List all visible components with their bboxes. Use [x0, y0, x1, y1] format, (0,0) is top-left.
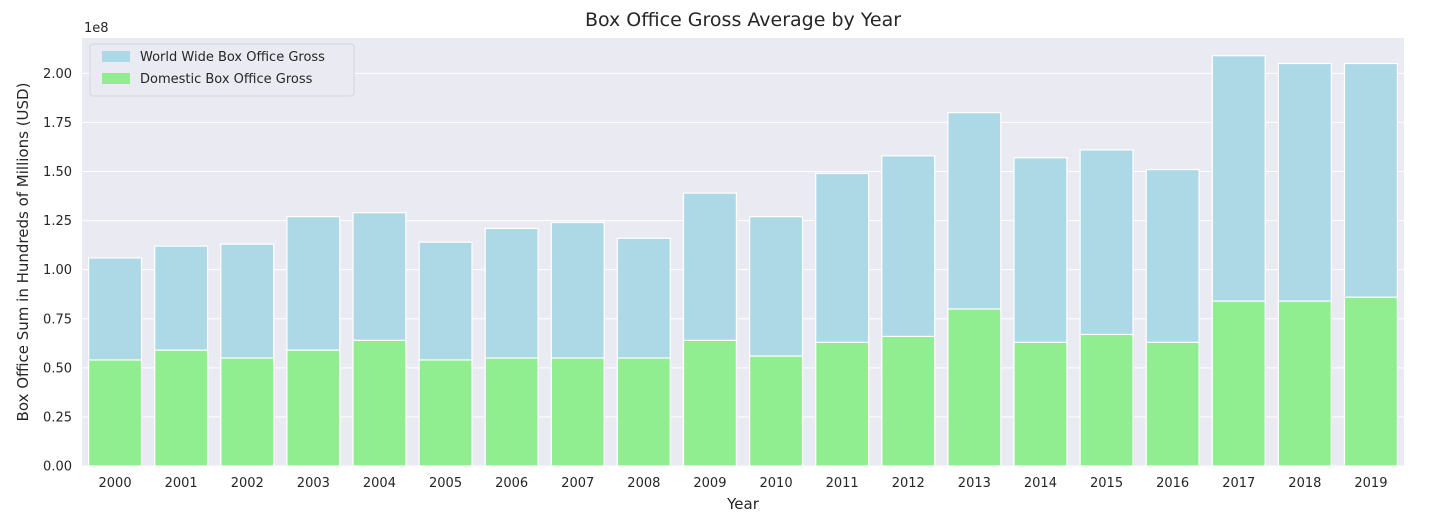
bar-domestic-2008	[616, 357, 671, 467]
bar-domestic-2016	[1145, 341, 1200, 467]
x-tick-label: 2009	[693, 476, 726, 491]
x-tick-label: 2016	[1156, 476, 1189, 491]
x-tick-label: 2006	[495, 476, 528, 491]
x-axis-label: Year	[726, 495, 760, 513]
bar-domestic-2012	[881, 335, 936, 467]
y-tick-label: 0.25	[43, 410, 72, 425]
bar-domestic-2007	[550, 357, 605, 467]
y-tick-label: 0.50	[43, 361, 72, 376]
bars	[88, 55, 1398, 467]
bar-domestic-2000	[88, 359, 143, 467]
x-tick-label: 2015	[1090, 476, 1123, 491]
x-tick-label: 2008	[627, 476, 660, 491]
legend-swatch-domestic	[102, 73, 130, 84]
y-tick-label: 1.50	[43, 165, 72, 180]
y-tick-label: 1.25	[43, 214, 72, 229]
bar-domestic-2019	[1343, 296, 1398, 467]
plot-area	[82, 38, 1404, 466]
x-tick-label: 2011	[826, 476, 859, 491]
bar-domestic-2009	[682, 339, 737, 467]
y-tick-label: 0.00	[43, 460, 72, 475]
x-tick-label: 2004	[363, 476, 396, 491]
bar-domestic-2014	[1013, 341, 1068, 467]
legend-label-domestic: Domestic Box Office Gross	[140, 72, 313, 87]
y-axis-label: Box Office Sum in Hundreds of Millions (…	[14, 83, 32, 422]
bar-domestic-2013	[947, 308, 1002, 467]
y-offset-text: 1e8	[84, 21, 109, 36]
bar-domestic-2005	[418, 359, 473, 467]
y-tick-label: 0.75	[43, 312, 72, 327]
legend-box	[89, 43, 355, 97]
legend-label-worldwide: World Wide Box Office Gross	[140, 50, 325, 65]
y-tick-label: 1.75	[43, 116, 72, 131]
x-tick-label: 2005	[429, 476, 462, 491]
x-tick-label: 2017	[1222, 476, 1255, 491]
chart-title: Box Office Gross Average by Year	[585, 9, 901, 31]
bar-domestic-2011	[815, 341, 870, 467]
bar-domestic-2015	[1079, 333, 1134, 467]
bar-domestic-2003	[286, 349, 341, 467]
x-tick-label: 2007	[561, 476, 594, 491]
x-tick-label: 2014	[1024, 476, 1057, 491]
x-tick-label: 2000	[99, 476, 132, 491]
y-tick-label: 2.00	[43, 67, 72, 82]
x-tick-label: 2001	[165, 476, 198, 491]
x-tick-label: 2018	[1288, 476, 1321, 491]
legend-swatch-worldwide	[102, 51, 130, 62]
x-tick-label: 2012	[892, 476, 925, 491]
x-tick-label: 2002	[231, 476, 264, 491]
bar-domestic-2004	[352, 339, 407, 467]
x-tick-labels: 2000 2001 2002 2003 2004 2005 2006 2007 2008 2009…	[99, 476, 1388, 491]
bar-domestic-2006	[484, 357, 539, 467]
bar-domestic-2010	[749, 355, 804, 467]
bar-domestic-2001	[154, 349, 209, 467]
x-tick-label: 2013	[958, 476, 991, 491]
x-tick-label: 2010	[760, 476, 793, 491]
x-tick-label: 2003	[297, 476, 330, 491]
y-tick-labels: 0.00 0.25 0.50 0.75 1.00 1.25 1.50 1.75 2.00	[43, 67, 72, 475]
bar-domestic-2018	[1277, 300, 1332, 467]
bar-domestic-2017	[1211, 300, 1266, 467]
legend: World Wide Box Office Gross Domestic Box…	[89, 43, 355, 97]
bar-domestic-2002	[220, 357, 275, 467]
x-tick-label: 2019	[1354, 476, 1387, 491]
y-tick-label: 1.00	[43, 263, 72, 278]
